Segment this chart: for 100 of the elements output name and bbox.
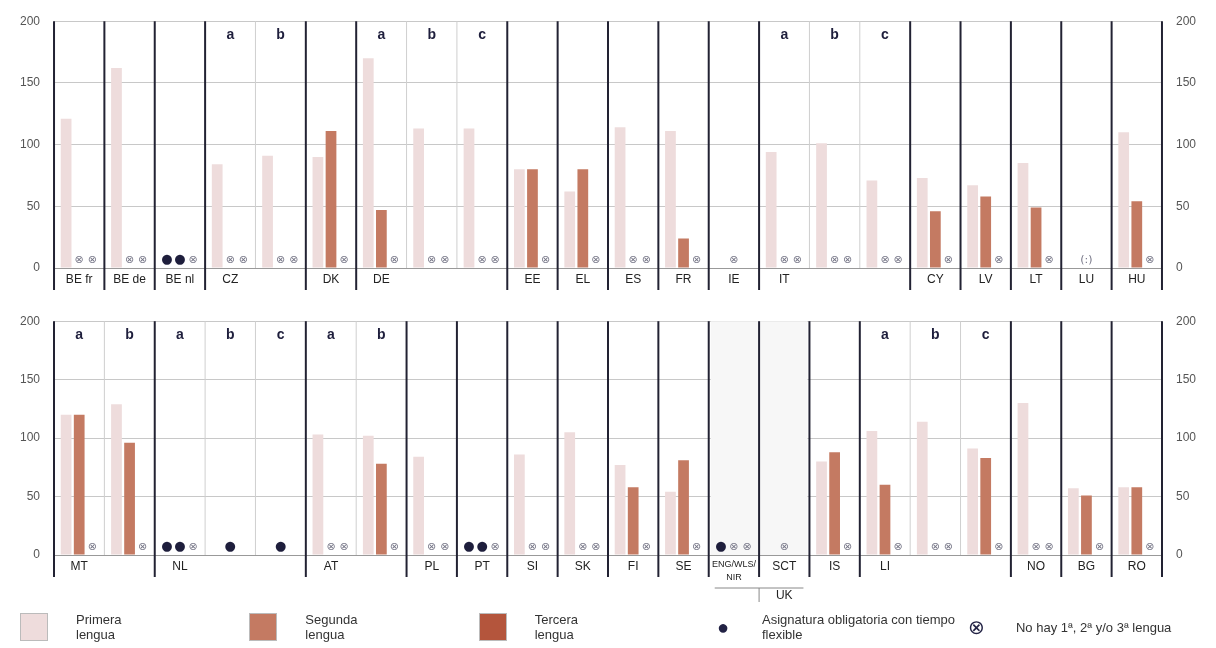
legend-label: Primera lengua (76, 612, 123, 642)
text: ⊗ (427, 539, 437, 553)
annotation: c (881, 26, 890, 43)
bar (211, 164, 223, 268)
x-tick-label: CZ (222, 272, 239, 287)
x-tick-label: BG (1077, 559, 1096, 574)
text: ⊗ (843, 252, 853, 266)
x-tick-label: MT (70, 559, 89, 574)
bar (1017, 163, 1029, 268)
annotation: a (327, 326, 336, 343)
bar (765, 152, 777, 268)
x-tick-label: SI (526, 559, 539, 574)
y2-tick-label: 0 (1175, 260, 1183, 275)
bar (678, 238, 689, 268)
text: ⊗ (490, 252, 500, 266)
text: ⊗ (138, 539, 148, 553)
bar (564, 191, 576, 268)
text: ⊗ (1094, 539, 1105, 553)
bar (60, 414, 72, 555)
annotation: a (75, 326, 84, 343)
y2-tick-label: 0 (1175, 547, 1183, 562)
bar (627, 487, 639, 555)
bar (678, 460, 689, 555)
bar (929, 211, 941, 268)
annotation: b (830, 26, 839, 43)
text: ⊗ (490, 539, 500, 553)
bar (1067, 488, 1079, 555)
x-tick-label: SE (675, 559, 692, 574)
text: ⊗ (880, 252, 890, 266)
text: ⊗ (87, 539, 97, 553)
annotation: c (478, 26, 487, 43)
annotation: a (176, 326, 185, 343)
bar (362, 435, 374, 555)
x-tick-label: EL (575, 272, 591, 287)
bar (111, 404, 122, 555)
bar (614, 127, 626, 268)
text: (:) (1080, 252, 1093, 266)
annotation: b (276, 26, 285, 43)
bar (362, 58, 374, 268)
annotation: a (881, 326, 890, 343)
x-tick-label: NO (1027, 559, 1046, 574)
x-tick-label: BE fr (65, 272, 93, 287)
bar (1017, 403, 1029, 555)
x-tick-label: PL (424, 559, 440, 574)
text: ⊗ (578, 539, 588, 553)
y2-tick-label: 100 (1175, 430, 1197, 445)
x-tick-label: IT (778, 272, 791, 287)
y-tick-label: 50 (26, 198, 41, 213)
text: ⊗ (893, 539, 903, 553)
y2-tick-label: 200 (1175, 313, 1197, 328)
x-tick-label: FR (675, 272, 692, 287)
annotation: b (931, 326, 940, 343)
text: ⊗ (742, 539, 752, 553)
text: ⊗ (427, 252, 437, 266)
annotation: a (226, 26, 235, 43)
text: ⊗ (276, 252, 286, 266)
annotation: a (377, 26, 386, 43)
bar (262, 155, 273, 268)
y2-tick-label: 150 (1175, 371, 1197, 386)
text: ⊗ (692, 252, 702, 266)
bar (564, 432, 576, 555)
text: ⊗ (943, 539, 954, 553)
x-tick-label: NL (172, 559, 188, 574)
bar (413, 456, 425, 555)
annotation: b (427, 26, 437, 43)
text: ● (715, 538, 727, 554)
text: ⊗ (994, 252, 1004, 266)
x-tick-label: SCT (772, 559, 797, 574)
y2-tick-label: 100 (1175, 136, 1197, 151)
bar (1131, 201, 1143, 268)
text: ⊗ (339, 252, 349, 266)
text: ⊗ (930, 539, 940, 553)
y2-tick-label: 50 (1175, 488, 1190, 503)
annotation: c (276, 326, 285, 343)
text: ⊗ (527, 539, 538, 553)
bar (967, 185, 978, 268)
x-tick-label: RO (1127, 559, 1146, 574)
text: ⊗ (1044, 539, 1054, 553)
text: ⊗ (188, 539, 198, 553)
text: ● (174, 251, 186, 267)
text: ⊗ (238, 252, 248, 266)
x-tick-label: LT (1029, 272, 1044, 287)
annotation: b (377, 326, 386, 343)
bar (665, 491, 676, 555)
y2-tick-label: 150 (1175, 75, 1197, 90)
text: ⊗ (729, 539, 739, 553)
y-tick-label: 150 (19, 371, 41, 386)
x-tick-label: CY (927, 272, 944, 287)
bar (527, 169, 538, 268)
y-tick-label: 50 (26, 488, 41, 503)
text: ● Asignatura obligatoria con tiempo flexible (716, 612, 955, 642)
band-label: UK (775, 588, 793, 603)
y-tick-label: 0 (33, 547, 41, 562)
text: ⊗ (74, 252, 84, 266)
text: ● (161, 538, 173, 554)
bar (514, 454, 525, 555)
text: ● (161, 251, 173, 267)
y-tick-label: 200 (19, 313, 41, 328)
text: ⊗ (591, 539, 601, 553)
legend-label: Segunda lengua (305, 612, 359, 642)
